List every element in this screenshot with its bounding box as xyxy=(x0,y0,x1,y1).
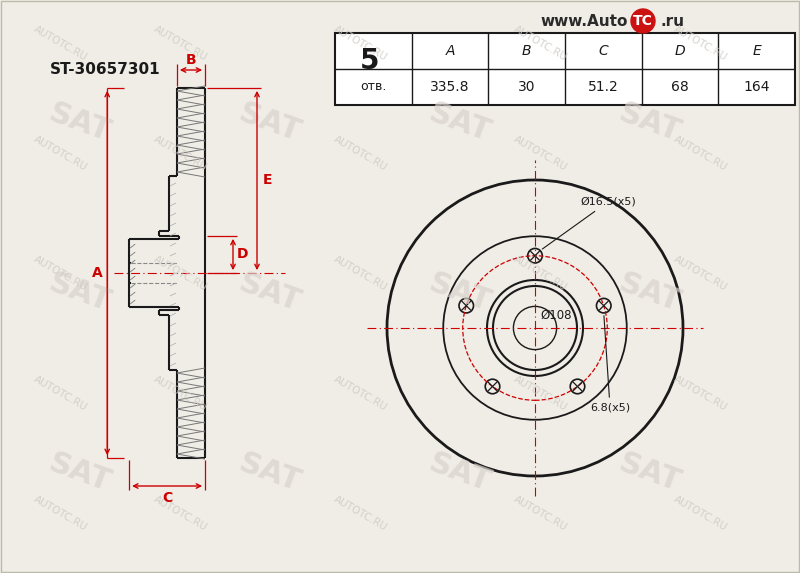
Text: B: B xyxy=(522,44,531,58)
Text: AUTOTC.RU: AUTOTC.RU xyxy=(511,493,569,532)
Text: www.Auto: www.Auto xyxy=(541,14,628,29)
Text: B: B xyxy=(186,53,196,67)
Text: 51.2: 51.2 xyxy=(588,80,618,94)
Text: 5: 5 xyxy=(360,47,379,75)
Text: AUTOTC.RU: AUTOTC.RU xyxy=(671,254,729,292)
Text: A: A xyxy=(92,266,102,280)
Text: AUTOTC.RU: AUTOTC.RU xyxy=(331,493,389,532)
Text: ST-30657301: ST-30657301 xyxy=(50,61,161,77)
Text: SAT: SAT xyxy=(45,268,115,317)
Text: AUTOTC.RU: AUTOTC.RU xyxy=(511,254,569,292)
Text: AUTOTC.RU: AUTOTC.RU xyxy=(331,374,389,413)
Text: AUTOTC.RU: AUTOTC.RU xyxy=(31,134,89,172)
Text: Ø16.5(x5): Ø16.5(x5) xyxy=(542,197,636,249)
Text: SAT: SAT xyxy=(235,268,305,317)
Text: AUTOTC.RU: AUTOTC.RU xyxy=(31,254,89,292)
Text: SAT: SAT xyxy=(235,449,305,497)
Text: C: C xyxy=(162,491,172,505)
Text: AUTOTC.RU: AUTOTC.RU xyxy=(671,23,729,62)
Text: .ru: .ru xyxy=(660,14,684,29)
Text: SAT: SAT xyxy=(425,268,495,317)
Text: AUTOTC.RU: AUTOTC.RU xyxy=(331,23,389,62)
Text: AUTOTC.RU: AUTOTC.RU xyxy=(331,254,389,292)
Text: SAT: SAT xyxy=(615,449,685,497)
Text: AUTOTC.RU: AUTOTC.RU xyxy=(151,254,209,292)
Text: TC: TC xyxy=(633,14,653,28)
Text: SAT: SAT xyxy=(615,268,685,317)
Text: AUTOTC.RU: AUTOTC.RU xyxy=(671,134,729,172)
Text: AUTOTC.RU: AUTOTC.RU xyxy=(511,134,569,172)
Text: AUTOTC.RU: AUTOTC.RU xyxy=(31,374,89,413)
Text: AUTOTC.RU: AUTOTC.RU xyxy=(31,23,89,62)
Text: AUTOTC.RU: AUTOTC.RU xyxy=(151,374,209,413)
Text: SAT: SAT xyxy=(615,99,685,148)
Text: SAT: SAT xyxy=(235,99,305,148)
Text: A: A xyxy=(446,44,454,58)
Bar xyxy=(335,33,795,105)
Text: AUTOTC.RU: AUTOTC.RU xyxy=(331,134,389,172)
Text: 335.8: 335.8 xyxy=(430,80,470,94)
Text: 68: 68 xyxy=(671,80,689,94)
Text: AUTOTC.RU: AUTOTC.RU xyxy=(511,374,569,413)
Text: 164: 164 xyxy=(743,80,770,94)
Text: отв.: отв. xyxy=(360,80,386,93)
Text: SAT: SAT xyxy=(425,99,495,148)
Text: SAT: SAT xyxy=(45,449,115,497)
Text: 30: 30 xyxy=(518,80,535,94)
Text: AUTOTC.RU: AUTOTC.RU xyxy=(511,23,569,62)
Text: 6.8(x5): 6.8(x5) xyxy=(590,316,630,413)
Text: E: E xyxy=(262,174,272,187)
Text: Ø108: Ø108 xyxy=(540,309,571,322)
Text: AUTOTC.RU: AUTOTC.RU xyxy=(151,23,209,62)
Text: AUTOTC.RU: AUTOTC.RU xyxy=(671,374,729,413)
Text: SAT: SAT xyxy=(45,99,115,148)
Text: AUTOTC.RU: AUTOTC.RU xyxy=(151,134,209,172)
Text: E: E xyxy=(752,44,761,58)
Text: C: C xyxy=(598,44,608,58)
Circle shape xyxy=(631,9,655,33)
Text: AUTOTC.RU: AUTOTC.RU xyxy=(151,493,209,532)
Text: AUTOTC.RU: AUTOTC.RU xyxy=(671,493,729,532)
Text: D: D xyxy=(674,44,686,58)
Text: SAT: SAT xyxy=(425,449,495,497)
Text: AUTOTC.RU: AUTOTC.RU xyxy=(31,493,89,532)
Text: D: D xyxy=(238,248,249,261)
